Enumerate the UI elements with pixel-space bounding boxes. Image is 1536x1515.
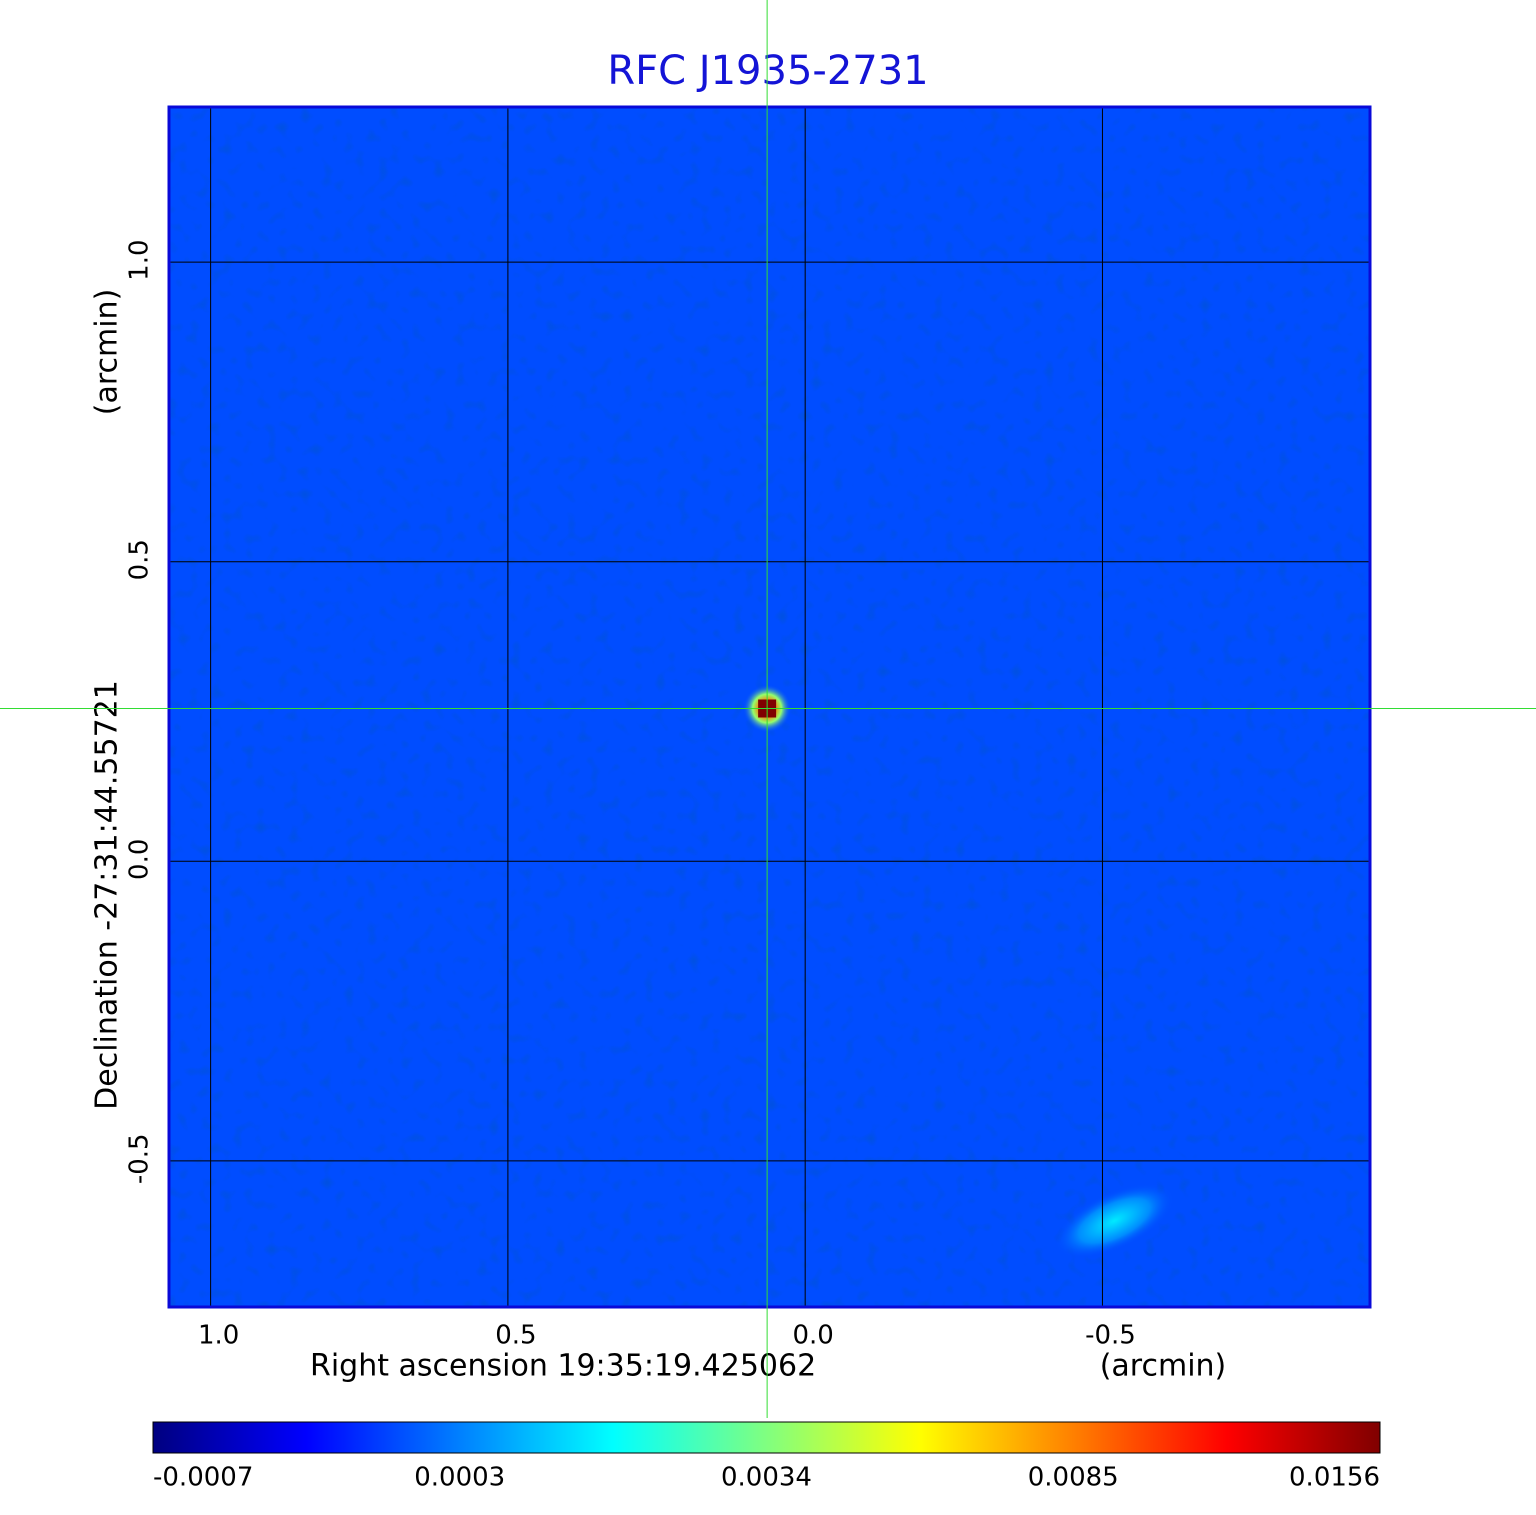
colorbar-tick-label: 0.0034	[721, 1463, 812, 1493]
x-axis-unit: (arcmin)	[1100, 1349, 1227, 1384]
x-axis-label: Right ascension 19:35:19.425062	[310, 1349, 816, 1384]
y-tick-label: -0.5	[125, 1133, 155, 1184]
x-tick-label: 1.0	[198, 1321, 239, 1351]
colorbar-tick-label: -0.0007	[153, 1463, 253, 1493]
x-tick-label: 0.0	[792, 1321, 833, 1351]
plot-frame	[167, 105, 1372, 1309]
source-feature	[1055, 1183, 1174, 1258]
colorbar	[152, 1421, 1381, 1454]
y-tick-label: 1.0	[125, 239, 155, 280]
y-axis-unit: (arcmin)	[90, 289, 125, 416]
x-tick-label: 0.5	[495, 1321, 536, 1351]
chart-title: RFC J1935-2731	[607, 48, 928, 94]
y-tick-label: 0.5	[125, 539, 155, 580]
y-axis-label: Declination -27:31:44.55721	[90, 680, 125, 1110]
colorbar-tick-label: 0.0156	[1289, 1463, 1380, 1493]
colorbar-tick-label: 0.0003	[414, 1463, 505, 1493]
x-tick-label: -0.5	[1085, 1321, 1136, 1351]
colorbar-tick-label: 0.0085	[1028, 1463, 1119, 1493]
y-tick-label: 0.0	[125, 839, 155, 880]
